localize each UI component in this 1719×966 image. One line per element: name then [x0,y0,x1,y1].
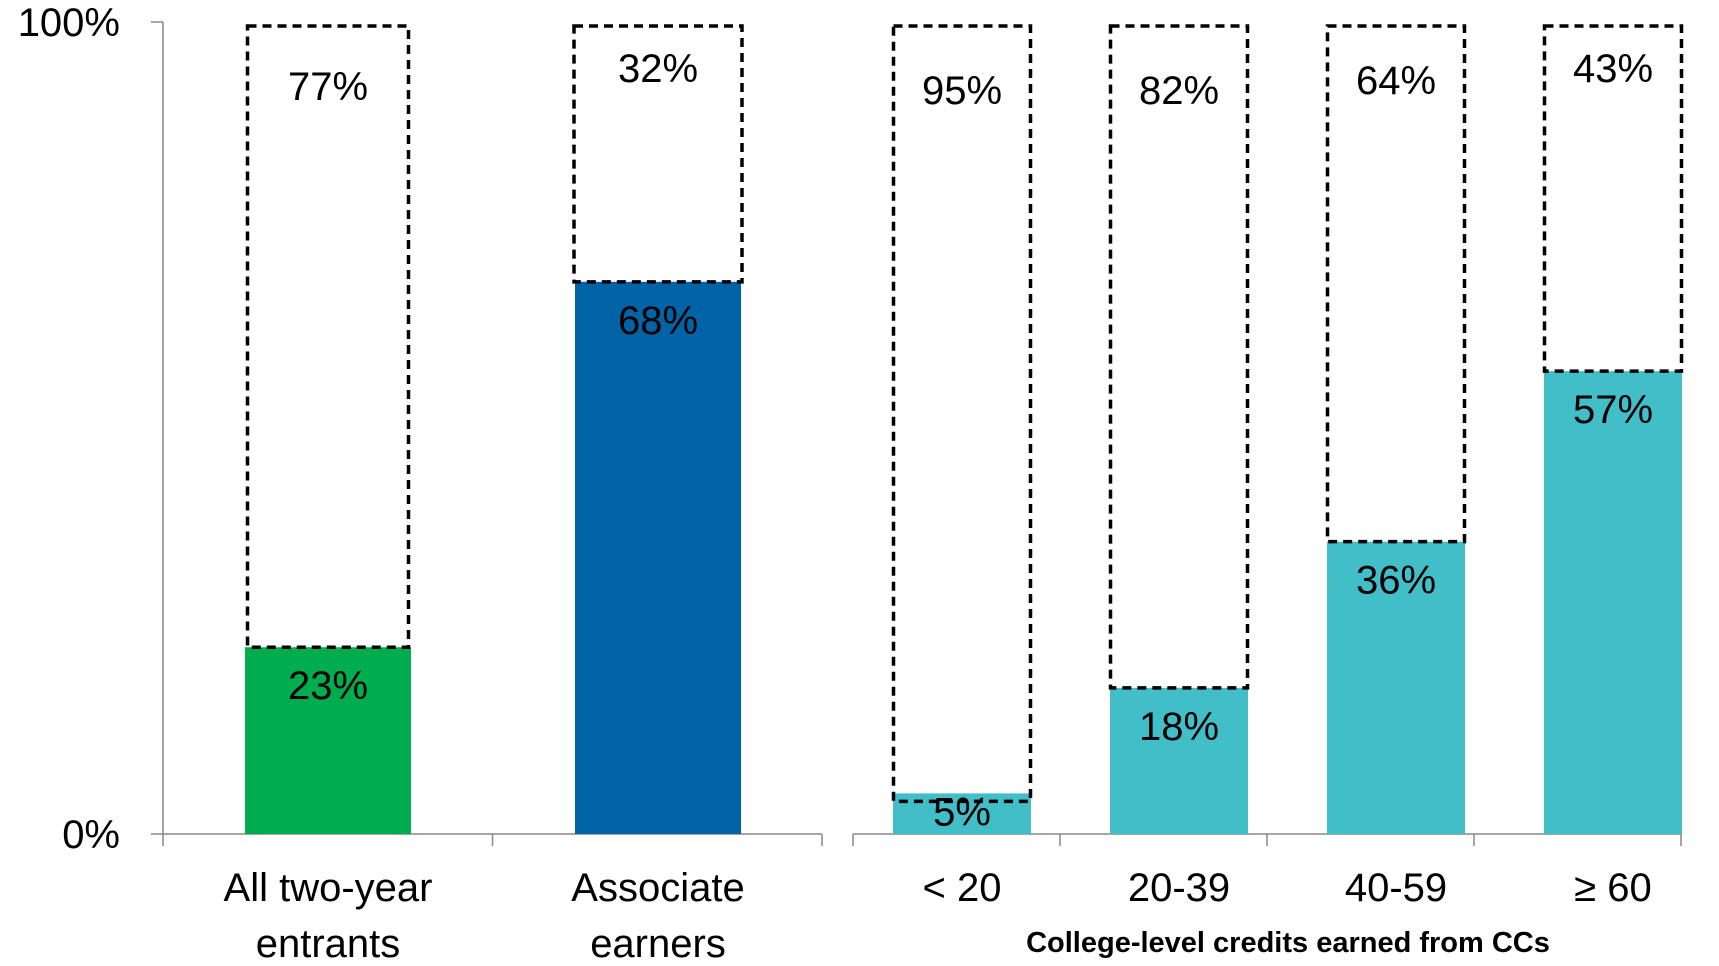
value-data-label: 5% [933,790,991,834]
category-label: earners [590,922,726,966]
value-bar [1544,371,1682,834]
category-label: 20-39 [1128,866,1230,910]
category-label: Associate [571,866,744,910]
remainder-data-label: 82% [1139,69,1219,113]
value-data-label: 36% [1356,559,1436,603]
x-axis-title: College-level credits earned from CCs [1026,927,1550,959]
remainder-data-label: 77% [288,65,368,109]
remainder-box [572,24,744,284]
y-tick-label: 100% [18,1,120,45]
remainder-box [1542,24,1684,373]
category-label: ≥ 60 [1574,866,1652,910]
remainder-box [1108,24,1250,690]
remainder-data-label: 95% [922,69,1002,113]
value-bar [1110,687,1248,834]
remainder-data-label: 64% [1356,59,1436,103]
category-label: entrants [256,922,401,966]
value-data-label: 68% [618,299,698,343]
category-label: 40-59 [1345,866,1447,910]
chart-labels: 23% 77% All two-year entrants 68% 32% Associat… [224,47,1654,966]
value-data-label: 57% [1573,388,1653,432]
remainder-data-label: 32% [618,47,698,91]
chart-bars [245,24,1684,835]
category-label: < 20 [923,866,1002,910]
value-data-label: 23% [288,664,368,708]
value-bar [245,647,411,834]
category-label: All two-year [224,866,433,910]
remainder-box [1325,24,1467,544]
value-bar [1327,541,1465,834]
value-bar [575,281,741,835]
remainder-data-label: 43% [1573,47,1653,91]
y-tick-label: 0% [62,813,120,857]
remainder-box [245,24,411,649]
value-data-label: 18% [1139,705,1219,749]
remainder-box [891,24,1033,804]
